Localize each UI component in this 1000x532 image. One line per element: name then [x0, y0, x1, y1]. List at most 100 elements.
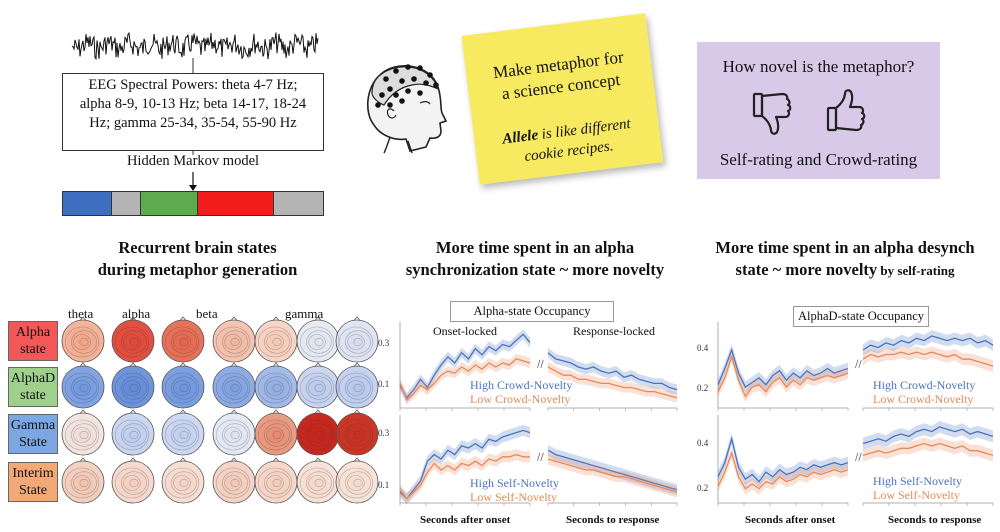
topomap-alphad-state-1 — [61, 362, 105, 409]
electrode — [387, 86, 393, 92]
topomap-alphad-state-4 — [212, 362, 256, 409]
hmm-state-segment — [112, 192, 141, 215]
axis-break-mark: ∕∕ — [537, 359, 544, 370]
topomap-grid — [61, 316, 379, 504]
state-label-alphad: AlphaD state — [8, 367, 58, 407]
topomap-alphad-state-2 — [111, 362, 155, 409]
occupancy-subplot-2 — [547, 347, 678, 411]
occupancy-subplot-8 — [862, 420, 994, 506]
eeg-trace — [71, 31, 319, 61]
rating-title: How novel is the metaphor? — [722, 57, 915, 76]
error-band-low — [863, 437, 993, 462]
occupancy-subplot-7 — [717, 415, 849, 506]
heading-middle: More time spent in an alpha synchronizat… — [375, 237, 695, 281]
topomap-interim-state-5 — [254, 457, 298, 504]
axis-break-mark: ∕∕ — [855, 359, 862, 370]
alpha-bottom-ytick-high: 0.3 — [378, 428, 390, 438]
axis-break-mark: ∕∕ — [855, 452, 862, 463]
legend-low-self-alphad: Low Self-Novelty — [873, 488, 960, 502]
series-line-low — [399, 453, 530, 500]
band-label-theta: theta — [68, 306, 94, 321]
electrode — [417, 65, 423, 71]
topomap-alpha-state-1 — [61, 316, 105, 363]
occupancy-subplot-5 — [717, 322, 849, 411]
eeg-spectral-line-1: EEG Spectral Powers: theta 4-7 Hz; — [88, 77, 298, 93]
error-band-high — [863, 330, 993, 356]
hmm-state-segment — [63, 192, 113, 215]
occupancy-subplot-3 — [399, 415, 531, 506]
topomap-alphad-state-7 — [335, 362, 379, 409]
error-band-high — [718, 344, 848, 393]
topomap-alpha-state-2 — [111, 316, 155, 363]
alphad-top-legend: High Crowd-Novelty Low Crowd-Novelty — [873, 378, 975, 406]
electrode — [383, 76, 389, 82]
topomap-interim-state-1 — [61, 457, 105, 504]
electrode — [393, 92, 399, 98]
series-line-high — [717, 436, 849, 483]
legend-low-crowd: Low Crowd-Novelty — [470, 392, 571, 406]
legend-high-crowd-alphad: High Crowd-Novelty — [873, 378, 976, 392]
series-line-high — [399, 333, 531, 399]
electrode — [423, 80, 429, 86]
topomap-interim-state-7 — [335, 457, 379, 504]
alpha-top-ytick-low: 0.1 — [378, 379, 390, 389]
state-label-alpha: Alpha state — [8, 321, 58, 361]
topomap-gamma-state-4 — [212, 409, 256, 456]
electrode — [427, 72, 433, 78]
alphad-bottom-ytick-low: 0.2 — [697, 483, 709, 493]
eeg-cap-head-illustration — [367, 64, 448, 154]
eeg-spectral-line-3: Hz; gamma 25-34, 35-54, 55-90 Hz — [89, 115, 297, 131]
legend-low-self: Low Self-Novelty — [470, 490, 557, 504]
series-line-high — [862, 335, 994, 351]
error-band-low — [718, 447, 848, 495]
eeg-spectral-box: EEG Spectral Powers: theta 4-7 Hz; alpha… — [62, 73, 324, 151]
electrode — [417, 90, 423, 96]
legend-low-crowd-alphad: Low Crowd-Novelty — [873, 392, 974, 406]
legend-high-crowd: High Crowd-Novelty — [470, 378, 573, 392]
series-line-high — [547, 449, 678, 491]
occupancy-subplot-6 — [862, 330, 994, 411]
heading-middle-line-2: synchronization state ~ more novelty — [405, 260, 665, 279]
topomap-gamma-state-7 — [335, 409, 379, 456]
electrode — [379, 92, 385, 98]
topomap-alpha-state-7 — [335, 316, 379, 363]
topomap-interim-state-2 — [111, 457, 155, 504]
electrode — [405, 88, 411, 94]
alpha-panel-title: Alpha-state Occupancy — [450, 301, 614, 322]
hmm-state-segment — [198, 192, 274, 215]
eeg-spectral-line-2: alpha 8-9, 10-13 Hz; beta 14-17, 18-24 — [79, 96, 307, 112]
electrode — [375, 102, 381, 108]
heading-right-line-2-qualifier: by self-rating — [877, 263, 955, 278]
alphad-bottom-legend: High Self-Novelty Low Self-Novelty — [873, 474, 962, 502]
legend-high-self: High Self-Novelty — [470, 476, 559, 490]
band-label-beta: beta — [196, 306, 218, 321]
error-band-high — [400, 424, 530, 505]
alpha-bottom-ytick-low: 0.1 — [378, 480, 390, 490]
alphad-bottom-ytick-high: 0.4 — [697, 438, 709, 448]
heading-right: More time spent in an alpha desynch stat… — [690, 237, 1000, 282]
heading-middle-line-1: More time spent in an alpha — [435, 238, 635, 257]
error-band-high — [863, 420, 993, 450]
alpha-xlabel-onset: Seconds after onset — [420, 514, 511, 526]
series-line-low — [547, 366, 678, 399]
alphad-xlabel-onset: Seconds after onset — [745, 514, 836, 526]
electrode — [387, 102, 393, 108]
topomap-alphad-state-3 — [161, 362, 205, 409]
alpha-xlabel-response: Seconds to response — [566, 514, 660, 526]
topomap-interim-state-3 — [161, 457, 205, 504]
alpha-response-locked-label: Response-locked — [573, 324, 655, 338]
alphad-xlabel-response: Seconds to response — [888, 514, 982, 526]
topomap-alphad-state-5 — [254, 362, 298, 409]
occupancy-subplot-1 — [399, 322, 531, 411]
topomap-gamma-state-5 — [254, 409, 298, 456]
band-label-alpha: alpha — [122, 306, 151, 321]
series-line-high — [399, 429, 531, 500]
alphad-panel-title: AlphaD-state Occupancy — [793, 306, 929, 327]
band-label-gamma: gamma — [285, 306, 324, 321]
state-label-interim: Interim State — [8, 462, 58, 502]
alphad-top-ytick-low: 0.2 — [697, 383, 709, 393]
thumbs-up-icon — [826, 89, 866, 132]
series-line-high — [547, 352, 678, 391]
rating-footer: Self-rating and Crowd-rating — [719, 150, 918, 169]
